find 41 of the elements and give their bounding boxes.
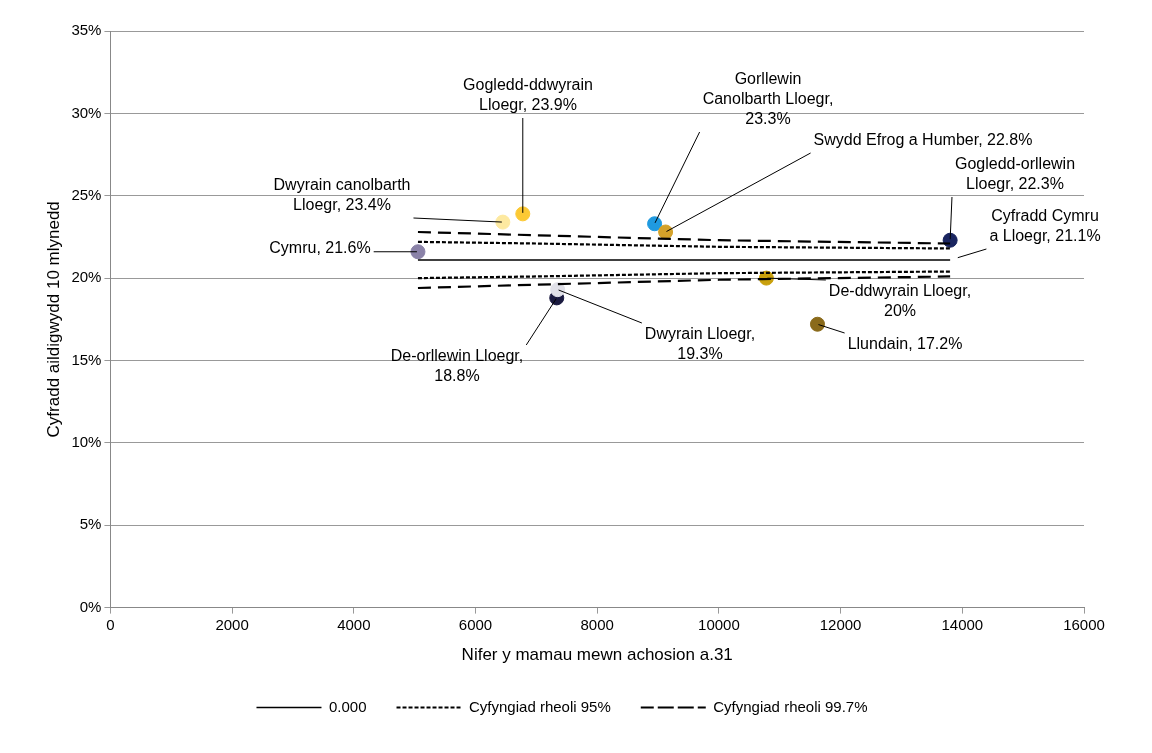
point <box>809 316 825 332</box>
x-tick-label: 2000 <box>215 615 249 633</box>
annotation: Dwyrain Lloegr, 19.3% <box>644 325 756 363</box>
point <box>647 216 663 232</box>
point <box>410 244 426 260</box>
y-tick-label: 0% <box>79 597 102 615</box>
y-tick-label: 30% <box>71 103 102 121</box>
x-tick-label: 8000 <box>580 615 614 633</box>
y-axis-title: Cyfradd aildigwydd 10 mlynedd <box>43 201 63 438</box>
y-tick-label: 15% <box>71 350 102 368</box>
y-tick-label: 35% <box>71 21 102 39</box>
legend-label: Cyfyngiad rheoli 99.7% <box>713 697 868 715</box>
x-tick-label: 0 <box>106 615 115 633</box>
x-tick-label: 10000 <box>698 615 740 633</box>
x-tick-label: 6000 <box>458 615 493 633</box>
y-tick-label: 10% <box>71 433 102 450</box>
x-tick-label: 4000 <box>337 615 371 633</box>
point <box>550 282 566 298</box>
y-tick-label: 5% <box>79 515 102 533</box>
legend-label: Cyfyngiad rheoli 95% <box>469 697 611 715</box>
x-tick-label: 14000 <box>941 615 984 633</box>
annotation: Gogledd-ddwyrain Lloegr, 23.9% <box>463 76 593 114</box>
y-tick-label: 25% <box>71 185 102 203</box>
annotation: Swydd Efrog a Humber, 22.8% <box>813 131 1033 149</box>
y-tick-label: 20% <box>71 268 102 286</box>
annotation: Llundain, 17.2% <box>847 335 963 353</box>
annotation: Cymru, 21.6% <box>269 239 371 257</box>
point <box>495 214 511 230</box>
legend-label: 0.000 <box>328 697 367 715</box>
annotation: De-orllewin Lloegr, 18.8% <box>390 347 524 385</box>
annotation: De-ddwyrain Lloegr, 20% <box>828 282 972 320</box>
x-tick-label: 16000 <box>1063 615 1105 633</box>
annotation: Cyfradd Cymru a Lloegr, 21.1% <box>989 207 1101 245</box>
annotation: Gogledd-orllewin Lloegr, 22.3% <box>954 155 1076 193</box>
point <box>515 206 531 222</box>
line-series <box>416 270 952 280</box>
x-tick-label: 12000 <box>819 615 862 633</box>
point <box>658 224 674 240</box>
x-axis-title: Nifer y mamau mewn achosion a.31 <box>461 645 733 665</box>
annotation: Gorllewin Canolbarth Lloegr, 23.3% <box>702 70 834 128</box>
annotation: Dwyrain canolbarth Lloegr, 23.4% <box>273 176 411 214</box>
